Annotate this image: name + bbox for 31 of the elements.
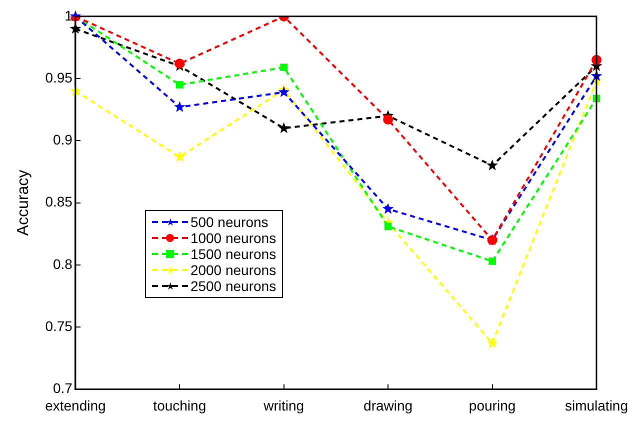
y-tick-label: 0.95 [45, 69, 73, 86]
point [384, 222, 392, 230]
x-tick-label: pouring [468, 397, 516, 414]
point [174, 101, 186, 112]
point [486, 160, 498, 170]
point [278, 122, 290, 134]
y-tick-label: 0.85 [45, 194, 73, 210]
point [174, 150, 186, 162]
x-tick-label: writing [262, 397, 304, 414]
legend-label: 1000 neurons [190, 230, 276, 246]
y-tick-label: 0.75 [45, 318, 73, 334]
legend-label: 2000 neurons [190, 262, 276, 278]
legend-label: 1500 neurons [190, 246, 276, 262]
legend-label: 2500 neurons [190, 278, 276, 294]
y-tick-label: 0.7 [52, 380, 73, 396]
y-tick-label: 0.9 [52, 132, 73, 148]
x-tick-label: drawing [364, 397, 413, 414]
point [280, 64, 288, 72]
point [383, 114, 394, 125]
point [278, 86, 290, 98]
point [382, 203, 394, 214]
y-tick-label: 0.8 [52, 256, 73, 272]
x-tick-label: simulating [564, 397, 628, 414]
point [488, 258, 496, 265]
point [486, 337, 498, 348]
point [176, 81, 184, 88]
legend-label: 500 neurons [190, 214, 268, 230]
y-tick-label: 1 [64, 7, 73, 24]
x-tick-label: extending [45, 397, 106, 414]
x-tick-label: touching [153, 397, 206, 414]
y-axis-title: Accuracy [15, 170, 32, 236]
